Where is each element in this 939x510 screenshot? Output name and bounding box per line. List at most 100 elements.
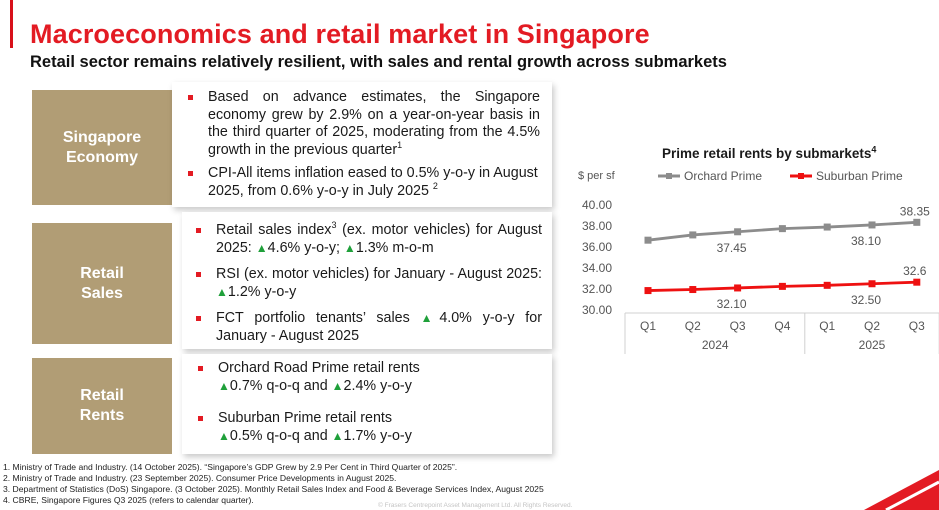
bullet-text: Orchard Road Prime retail rents (218, 360, 420, 376)
bullet-marker (188, 171, 193, 176)
bullet-text: RSI (ex. motor vehicles) for January - A… (216, 266, 542, 282)
y-tick-label: 32.00 (582, 282, 612, 296)
label-line: Sales (81, 284, 123, 302)
up-arrow-icon: ▲ (420, 311, 440, 325)
footnote-ref: 3 (331, 220, 337, 231)
bullet-text: CPI-All items inflation eased to 0.5% y-… (208, 165, 538, 199)
rents-panel: Orchard Road Prime retail rents ▲0.7% q-o… (182, 354, 552, 454)
footnotes: 1. Ministry of Trade and Industry. (14 O… (3, 462, 544, 506)
economy-bullet-gdp: Based on advance estimates, the Singapor… (188, 89, 540, 159)
sales-bullet-rsi: Retail sales index3 (ex. motor vehicles)… (196, 220, 542, 257)
up-arrow-icon: ▲ (218, 428, 230, 443)
series-point-1 (778, 282, 786, 290)
bullet-value: 0.7% q-o-q and (229, 377, 332, 394)
series-point-0 (644, 236, 652, 244)
bullet-marker (188, 95, 193, 100)
data-label: 32.50 (851, 293, 881, 307)
series-point-1 (734, 284, 742, 292)
sales-bullet-rsi-ytd: RSI (ex. motor vehicles) for January - A… (196, 266, 542, 301)
up-arrow-icon: ▲ (255, 240, 268, 255)
y-tick-label: 36.00 (582, 240, 612, 254)
y-axis-unit-label: $ per sf (578, 170, 616, 182)
x-tick-label: Q3 (909, 319, 925, 333)
data-label: 32.6 (903, 264, 927, 278)
label-line: Singapore (62, 128, 142, 146)
bullet-text: Retail sales index (216, 222, 332, 238)
bullet-text: FCT portfolio tenants’ sales (216, 310, 421, 326)
x-tick-label: Q4 (774, 319, 790, 333)
bullet-marker (198, 366, 203, 371)
rents-bullet-orchard: Orchard Road Prime retail rents ▲0.7% q-o… (198, 360, 538, 395)
series-point-0 (734, 228, 742, 236)
y-tick-label: 30.00 (582, 303, 612, 317)
economy-bullet-cpi: CPI-All items inflation eased to 0.5% y-… (188, 165, 540, 200)
rents-bullet-suburban: Suburban Prime retail rents ▲0.5% q-o-q a… (198, 410, 538, 445)
x-tick-label: Q3 (730, 319, 746, 333)
y-tick-label: 38.00 (582, 219, 612, 233)
corner-decoration (864, 470, 939, 510)
up-arrow-icon: ▲ (216, 284, 228, 299)
footnote: 1. Ministry of Trade and Industry. (14 O… (3, 462, 458, 472)
bullet-text: (ex. motor vehicles) for August 2025: (216, 222, 542, 256)
series-point-0 (778, 225, 786, 233)
series-point-1 (913, 278, 921, 286)
data-label: 37.45 (717, 241, 747, 255)
y-tick-label: 34.00 (582, 261, 612, 275)
x-group-label: 2025 (859, 338, 886, 352)
rents-line-chart: $ per sf Orchard Prime Suburban Prime 40.00… (578, 169, 939, 354)
label-singapore-economy: Singapore Economy (32, 90, 172, 205)
up-arrow-icon: ▲ (343, 240, 356, 255)
label-line: Retail (80, 264, 124, 282)
up-arrow-icon: ▲ (331, 428, 344, 443)
bullet-text: Suburban Prime retail rents (218, 410, 393, 426)
x-tick-label: Q2 (864, 319, 880, 333)
x-tick-label: Q2 (685, 319, 701, 333)
corner-stripe (885, 480, 939, 510)
bullet-value: 2.4% y-o-y (343, 377, 412, 394)
chart-title: Prime retail rents by submarkets4 (662, 144, 877, 161)
label-line: Retail (80, 387, 124, 404)
x-tick-label: Q1 (819, 319, 835, 333)
bullet-value: 1.3% m-o-m (355, 239, 434, 256)
corner-triangle (864, 470, 939, 510)
series-point-0 (823, 223, 831, 231)
footnote-ref: 2 (432, 180, 438, 191)
bullet-marker (196, 228, 201, 233)
legend-marker-0 (666, 173, 672, 179)
footnote-ref: 4 (871, 144, 877, 155)
series-point-1 (823, 281, 831, 289)
data-label: 32.10 (717, 297, 747, 311)
sales-bullet-fct: FCT portfolio tenants’ sales ▲4.0% y-o-y… (196, 310, 542, 345)
up-arrow-icon: ▲ (331, 378, 344, 393)
footnote: 3. Department of Statistics (DoS) Singap… (3, 484, 544, 495)
series-point-1 (689, 286, 697, 294)
legend-label-0: Orchard Prime (684, 169, 762, 183)
footnote-ref: 1 (397, 139, 403, 150)
economy-panel: Based on advance estimates, the Singapor… (172, 82, 552, 207)
footnote: 2. Ministry of Trade and Industry. (23 S… (3, 473, 397, 484)
bullet-marker (198, 416, 203, 421)
label-line: Rents (79, 407, 125, 424)
series-point-0 (868, 221, 876, 229)
sales-panel: Retail sales index3 (ex. motor vehicles)… (182, 212, 552, 349)
bullet-value: 4.6% y-o-y; (267, 239, 344, 256)
bullet-marker (196, 316, 201, 321)
copyright-text: © Frasers Centrepoint Asset Management L… (378, 502, 573, 509)
series-point-1 (868, 280, 876, 288)
bullet-value: 4.0% y-o-y for January - August 2025 (216, 310, 542, 344)
page-title: Macroeconomics and retail market in Sing… (30, 19, 650, 49)
up-arrow-icon: ▲ (218, 378, 230, 393)
legend-marker-1 (798, 173, 804, 179)
data-label: 38.10 (851, 234, 881, 248)
label-line: Economy (65, 148, 138, 166)
x-group-label: 2024 (702, 338, 729, 352)
x-tick-label: Q1 (640, 319, 656, 333)
bullet-marker (196, 272, 201, 277)
label-retail-sales: Retail Sales (32, 223, 172, 344)
bullet-text: Based on advance estimates, the Singapor… (208, 89, 540, 158)
legend-label-1: Suburban Prime (816, 169, 903, 183)
series-point-0 (689, 231, 697, 239)
bullet-value: 0.5% q-o-q and (229, 427, 332, 444)
chart-title-text: Prime retail rents by submarkets (662, 146, 872, 161)
label-retail-rents: Retail Rents (32, 358, 172, 454)
